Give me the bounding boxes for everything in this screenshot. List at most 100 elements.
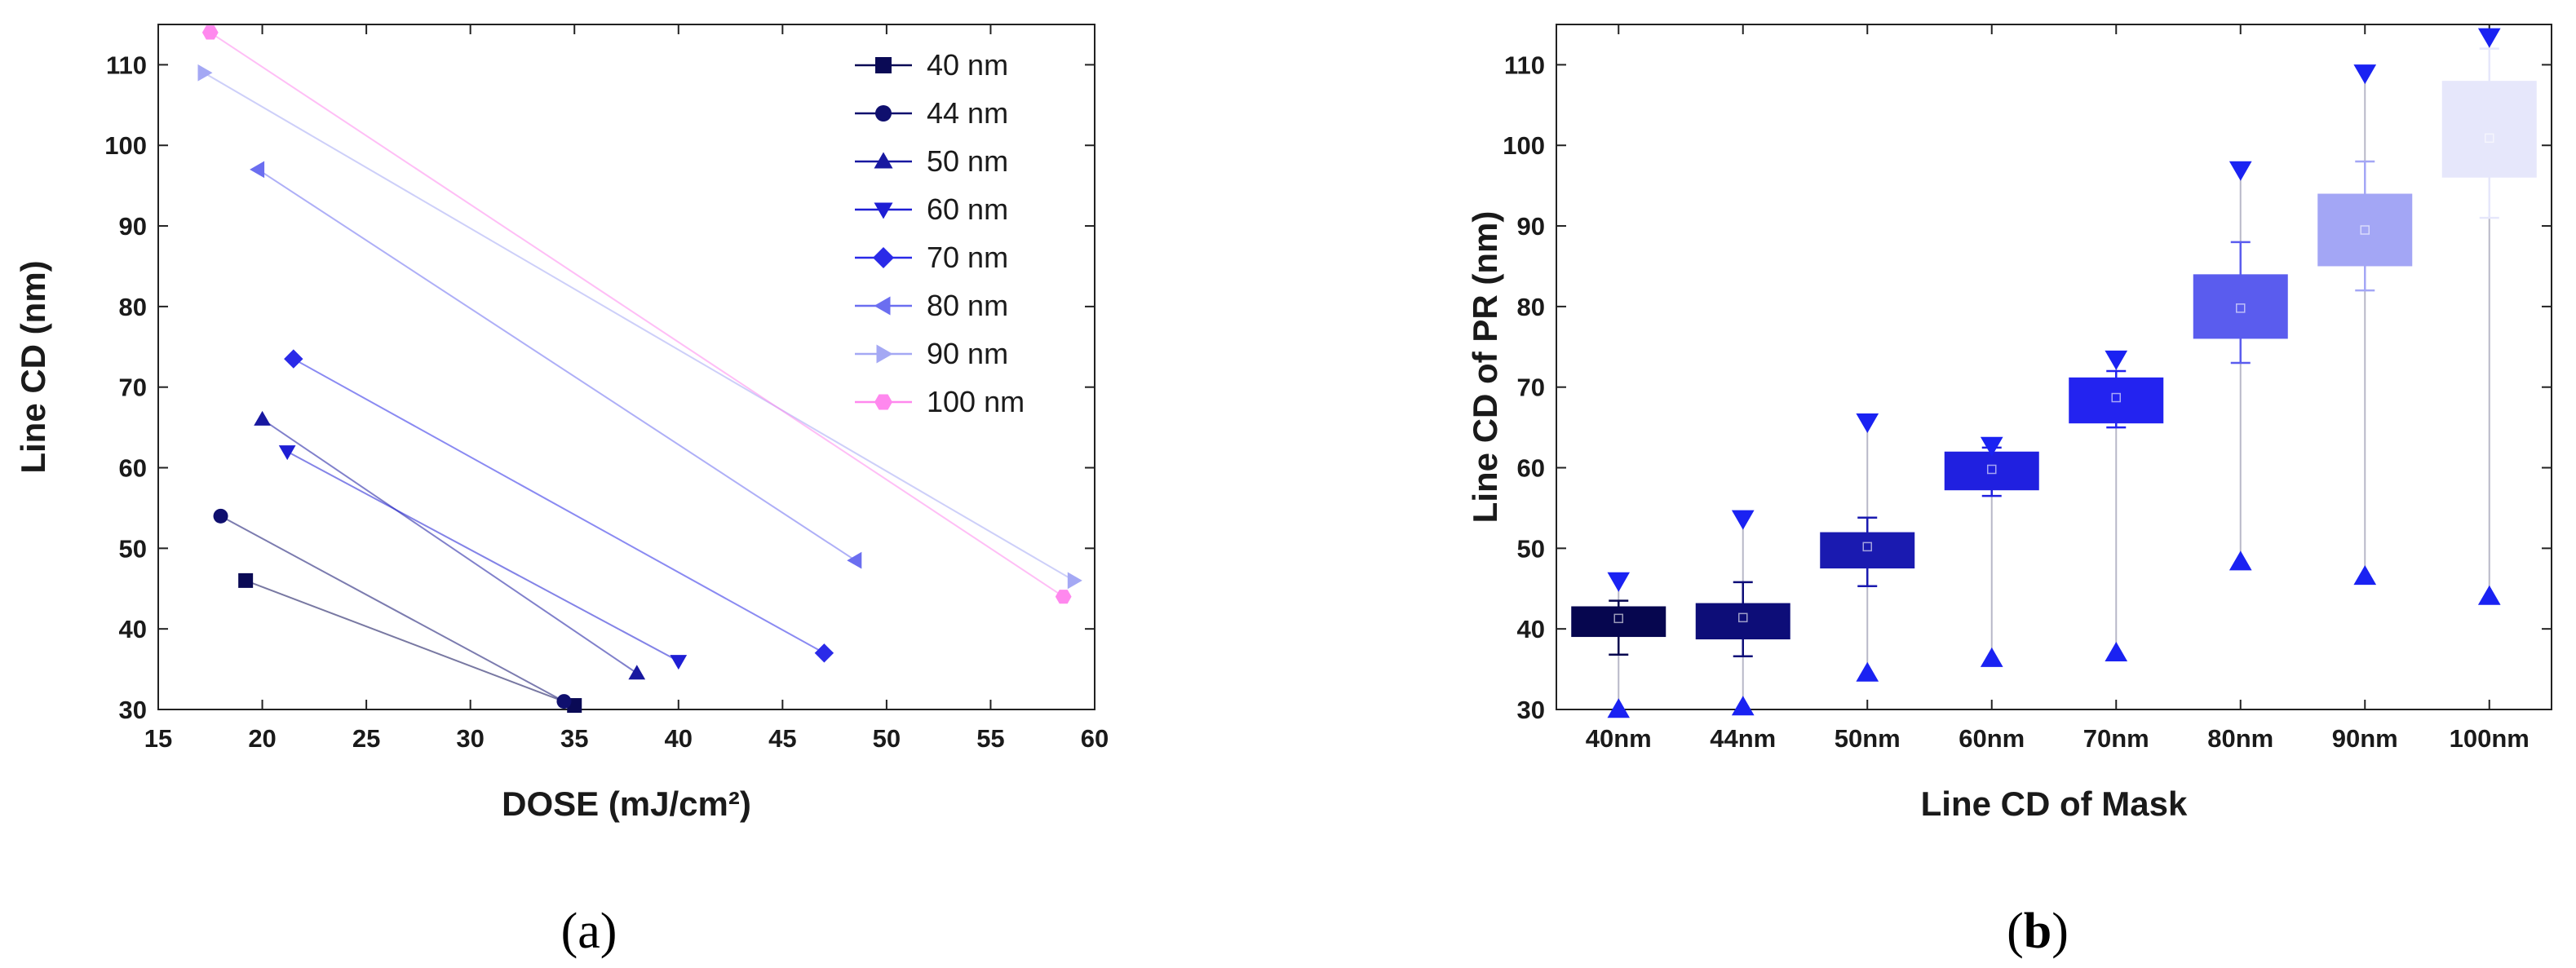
panel-a-legend: 40 nm 44 nm 50 nm 60 nm 70 nm 80 nm 90 nm 100 n… (855, 48, 1025, 418)
panel-a-legend-marker (874, 394, 892, 410)
panel-a-series-line (220, 515, 564, 702)
panel-b-y-tick-label: 80 (1517, 293, 1545, 321)
panel-a-y-tick-label: 30 (119, 696, 147, 724)
panel-b-x-axis-ticks: 40nm 44nm 50nm 60nm 70nm 80nm 90nm 100nm (1586, 24, 2530, 753)
panel-b-box-100nm (2441, 28, 2537, 605)
panel-b-x-tick-label: 70nm (2083, 724, 2149, 753)
panel-b-iqr-box (2317, 193, 2413, 267)
panel-a-data-point (814, 643, 834, 663)
panel-a-legend-item-40-nm: 40 nm (855, 48, 1008, 82)
panel-b-iqr-box (2069, 377, 2164, 424)
panel-b-x-tick-label: 60nm (1959, 724, 2025, 753)
panel-b-y-tick-label: 110 (1504, 51, 1545, 79)
panel-a-legend-item-70-nm: 70 nm (855, 241, 1008, 274)
panel-a-series-80-nm (250, 161, 862, 569)
panel-b-box-80nm (2193, 161, 2288, 571)
panel-a-series-line (257, 169, 856, 562)
panel-a-legend-label: 80 nm (927, 289, 1008, 322)
panel-a-caption: (a) (561, 904, 617, 959)
panel-b-y-axis-title: Line CD of PR (nm) (1466, 211, 1504, 524)
panel-b-x-tick-label: 100nm (2450, 724, 2530, 753)
panel-a-legend-marker (876, 344, 893, 364)
panel-a-x-tick-label: 45 (768, 724, 796, 753)
panel-a-y-tick-label: 70 (119, 373, 147, 402)
panel-a-legend-marker (874, 202, 893, 219)
panel-a-legend-label: 60 nm (927, 192, 1008, 226)
panel-a-legend-marker (875, 57, 892, 73)
panel-a-data-point (284, 349, 303, 369)
panel-a-series-60-nm (278, 445, 688, 670)
panel-a-data-point (201, 25, 219, 40)
panel-a-legend-label: 50 nm (927, 144, 1008, 178)
panel-b-min-marker (1607, 698, 1630, 718)
panel-b-mean-marker (2360, 225, 2370, 235)
panel-a-x-tick-label: 20 (248, 724, 276, 753)
panel-b-y-tick-label: 40 (1517, 615, 1545, 643)
panel-a-data-point (278, 445, 296, 461)
panel-a-legend-item-100-nm: 100 nm (855, 385, 1025, 418)
panel-a-series-44-nm (213, 508, 572, 709)
panel-a-y-axis-ticks: 30 40 50 60 70 80 90 100 110 (104, 51, 1095, 724)
panel-b-iqr-box (1571, 606, 1666, 638)
panel-a-x-axis-title: DOSE (mJ/cm²) (502, 785, 751, 823)
panel-a-x-axis-ticks: 15 20 25 30 35 40 45 50 55 60 (144, 24, 1109, 753)
panel-b-max-marker (1607, 572, 1630, 592)
panel-a-data-point (556, 694, 572, 709)
panel-a-series-100-nm (201, 25, 1072, 604)
panel-a-legend-marker (874, 296, 891, 316)
panel-b-y-tick-label: 70 (1517, 373, 1545, 402)
panel-b-y-tick-label: 100 (1503, 131, 1545, 160)
panel-a-series-50-nm (254, 410, 646, 680)
panel-a-y-axis-title: Line CD (nm) (14, 260, 52, 473)
panel-a-series-line (203, 72, 1075, 581)
panel-b-mean-marker (1613, 613, 1623, 624)
panel-a-y-tick-label: 80 (119, 293, 147, 321)
panel-b-x-tick-label: 50nm (1835, 724, 1901, 753)
panel-b-iqr-box (2441, 81, 2537, 178)
panel-b-min-marker (2229, 550, 2252, 571)
panel-a-data-point (1055, 590, 1072, 604)
panel-b-plot-frame (1556, 24, 2552, 710)
panel-a-series-line (262, 418, 638, 674)
panel-b-min-marker (1856, 661, 1879, 682)
panel-b-max-marker (1731, 510, 1755, 530)
panel-b-box-60nm (1944, 436, 2039, 667)
panel-b-max-marker (2477, 28, 2501, 48)
panel-a-x-tick-label: 30 (456, 724, 484, 753)
panel-b-x-tick-label: 90nm (2332, 724, 2398, 753)
panel-a-x-tick-label: 55 (976, 724, 1004, 753)
panel-b-mean-marker (1738, 612, 1748, 623)
panel-b-max-marker (1856, 413, 1879, 433)
panel-b-min-marker (1980, 647, 2003, 667)
panel-b-x-tick-label: 40nm (1586, 724, 1652, 753)
panel-b-min-marker (2477, 585, 2501, 605)
panel-a-data-point (1067, 572, 1082, 590)
panel-b-caption-letter: b (2024, 904, 2052, 959)
panel-a-legend-item-50-nm: 50 nm (855, 144, 1008, 178)
panel-b-min-marker (2353, 565, 2377, 586)
panel-a-series-90-nm (197, 64, 1082, 590)
panel-b-max-marker (2229, 161, 2252, 181)
panel-a-data-point (197, 64, 213, 82)
panel-b-mean-marker (2485, 133, 2494, 144)
panel-b-max-marker (2353, 64, 2377, 85)
panel-b-max-marker (2105, 350, 2128, 370)
panel-a-legend-item-80-nm: 80 nm (855, 289, 1008, 322)
panel-b-box-40nm (1571, 572, 1666, 718)
panel-a-legend-marker (875, 105, 892, 122)
panel-a-plot-frame (157, 24, 1095, 710)
panel-a-x-tick-label: 40 (665, 724, 693, 753)
panel-b-box-44nm (1695, 510, 1790, 716)
panel-a-series-line (286, 450, 679, 662)
panel-a-legend-label: 70 nm (927, 241, 1008, 274)
panel-b-mean-marker (1862, 541, 1872, 552)
panel-b-y-tick-label: 30 (1517, 696, 1545, 724)
panel-b-caption-close: ) (2052, 904, 2069, 959)
panel-b-mean-marker (2111, 392, 2121, 403)
panel-a-series-40-nm (238, 572, 582, 714)
panel-b-x-tick-label: 44nm (1710, 724, 1776, 753)
panel-a-data-point (238, 572, 254, 588)
panel-b-iqr-box (2193, 274, 2288, 339)
panel-a-data-point (628, 665, 646, 680)
